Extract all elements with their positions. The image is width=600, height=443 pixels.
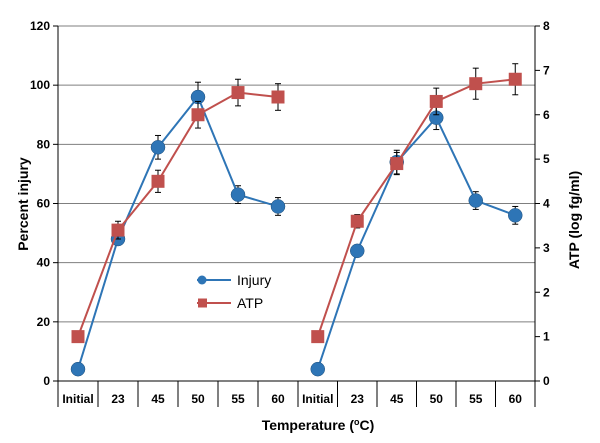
data-point <box>151 174 165 188</box>
x-axis-title: Temperature (oC) <box>262 417 375 433</box>
y2-tick-label: 7 <box>543 63 550 77</box>
legend: Injury ATP <box>197 272 271 311</box>
x-tick-label: 55 <box>231 392 245 406</box>
y2-tick-label: 8 <box>543 19 550 33</box>
y2-tick-label: 6 <box>543 108 550 122</box>
x-axis-title-prefix: Temperature ( <box>262 417 355 433</box>
series-layer <box>70 63 523 377</box>
legend-marker <box>197 275 207 285</box>
y-tick-label: 60 <box>37 197 51 211</box>
data-point <box>429 94 443 108</box>
series-line <box>316 115 516 370</box>
x-tick-label: 23 <box>111 392 125 406</box>
legend-marker <box>198 298 207 308</box>
y2-tick-label: 1 <box>543 330 550 344</box>
series-line <box>77 91 279 337</box>
y-axis-title: Percent injury <box>15 157 31 251</box>
x-tick-label: 60 <box>271 392 285 406</box>
x-tick-label: 55 <box>469 392 483 406</box>
grid-layer <box>58 25 535 323</box>
x-tick-label: 50 <box>191 392 205 406</box>
data-point <box>310 361 325 377</box>
x-tick-label: 50 <box>430 392 444 406</box>
data-point <box>191 108 205 122</box>
data-point <box>271 90 285 104</box>
data-point <box>508 208 523 223</box>
x-tick-label: 45 <box>151 392 165 406</box>
y-tick-label: 20 <box>37 315 51 329</box>
data-point <box>231 86 245 100</box>
x-tick-label: Initial <box>302 392 333 406</box>
data-point <box>508 72 522 86</box>
legend-label: Injury <box>237 272 271 288</box>
data-point <box>230 187 246 202</box>
y2-tick-label: 3 <box>543 241 550 255</box>
series-line <box>316 78 516 337</box>
data-point <box>469 77 483 91</box>
x-axis-title-superscript: o <box>354 417 360 427</box>
series-atp-panel-1 <box>71 78 285 344</box>
y-tick-label: 0 <box>43 374 50 388</box>
y2-tick-label: 2 <box>543 285 550 299</box>
y-tick-label: 100 <box>30 78 50 92</box>
y2-axis-title: ATP (log fg/ml) <box>566 171 582 269</box>
data-point <box>150 140 166 155</box>
data-point <box>270 199 286 214</box>
y2-tick-label: 4 <box>543 197 550 211</box>
data-point <box>350 243 365 259</box>
data-point <box>390 157 404 171</box>
x-tick-label: 45 <box>390 392 404 406</box>
data-point <box>311 330 325 344</box>
y-tick-label: 80 <box>37 137 51 151</box>
data-point <box>111 223 125 237</box>
y-tick-label: 120 <box>30 19 50 33</box>
series-injury-panel-1 <box>70 81 286 377</box>
legend-label: ATP <box>237 295 263 311</box>
data-point <box>71 330 85 344</box>
x-tick-label: Initial <box>62 392 93 406</box>
y2-tick-label: 0 <box>543 374 550 388</box>
series-injury-panel-2 <box>310 105 523 377</box>
x-tick-label: 23 <box>351 392 365 406</box>
y-tick-label: 40 <box>37 256 51 270</box>
data-point <box>70 361 86 377</box>
legend-item-injury: Injury <box>197 272 271 288</box>
series-line <box>77 95 279 370</box>
legend-item-atp: ATP <box>197 295 263 311</box>
data-point <box>468 193 483 208</box>
series-atp-panel-2 <box>311 63 522 344</box>
data-point <box>350 214 364 228</box>
x-axis-title-suffix: C) <box>360 417 375 433</box>
x-tick-label: 60 <box>509 392 523 406</box>
y2-tick-label: 5 <box>543 152 550 166</box>
